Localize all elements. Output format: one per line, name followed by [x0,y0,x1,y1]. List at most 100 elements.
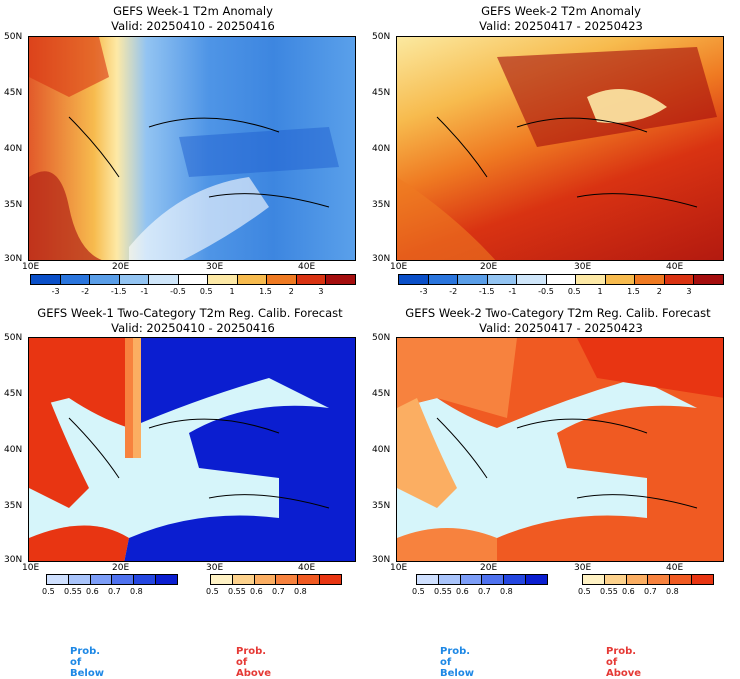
colorbar-tick-label: 0.8 [130,587,143,596]
colorbar-swatch [583,575,605,584]
colorbar-tick-label: 0.5 [199,287,213,296]
lon-label: 40E [666,262,684,272]
colorbar-swatch [648,575,671,584]
colorbar-swatch [482,575,505,584]
colorbar-swatch [90,275,120,284]
map-overlay [29,338,355,561]
colorbar-tick-label: -2 [81,287,90,296]
panel-valid-date: Valid: 20250410 - 20250416 [111,321,275,335]
lat-label: 40N [372,445,391,455]
below-colorbar [416,574,548,585]
lat-label: 35N [4,501,23,511]
colorbar-tick-label: 0.55 [228,587,246,596]
colorbar-tick-label: -1 [508,287,517,296]
colorbar-tick-label: 0.7 [108,587,121,596]
colorbar-tick-label: 0.5 [578,587,591,596]
colorbar-tick-label: 0.8 [500,587,513,596]
colorbar-swatch [112,575,135,584]
lon-label: 30E [206,262,224,272]
lon-label: 40E [298,262,316,272]
colorbar-swatch [694,275,724,284]
anomaly-map [28,36,356,261]
panel-title: GEFS Week-2 T2m Anomaly [481,4,641,18]
colorbar-tick-label: 0.8 [294,587,307,596]
anomaly-colorbar [30,274,356,285]
colorbar-tick-label: -2 [449,287,458,296]
colorbar-swatch [635,275,665,284]
colorbar-swatch [692,575,713,584]
probability-map [28,337,356,562]
lat-label: 45N [4,389,23,399]
lat-label: 35N [4,200,23,210]
colorbar-swatch [60,275,91,284]
lon-label: 30E [574,262,592,272]
lon-label: 40E [298,563,316,573]
map-overlay [397,338,723,561]
colorbar-tick-label: 0.55 [64,587,82,596]
colorbar-tick-label: 0.5 [206,587,219,596]
lat-label: 50N [4,333,23,343]
lat-label: 35N [372,501,391,511]
colorbar-tick-label: -3 [419,287,428,296]
lon-label: 40E [666,563,684,573]
colorbar-swatch [211,575,233,584]
colorbar-swatch [526,575,547,584]
lat-label: 30N [4,254,23,264]
lat-label: 50N [4,32,23,42]
colorbar-swatch [460,575,483,584]
below-colorbar [46,574,178,585]
colorbar-swatch [487,275,518,284]
colorbar-swatch [254,575,277,584]
colorbar-swatch [604,575,627,584]
panel-title: GEFS Week-1 T2m Anomaly [113,4,273,18]
colorbar-tick-label: 0.6 [250,587,263,596]
colorbar-swatch [134,575,157,584]
colorbar-tick-label: 0.5 [412,587,425,596]
lat-label: 45N [372,88,391,98]
lon-label: 10E [390,262,408,272]
colorbar-tick-label: 2 [656,287,662,296]
colorbar-tick-label: 0.6 [456,587,469,596]
above-colorbar [582,574,714,585]
lon-label: 30E [206,563,224,573]
prob-above-label: Prob. of Above [606,646,642,679]
anomaly-map [396,36,724,261]
colorbar-tick-label: -3 [51,287,60,296]
colorbar-tick-label: 0.6 [622,587,635,596]
colorbar-swatch [208,275,238,284]
colorbar-swatch [68,575,91,584]
lat-label: 45N [372,389,391,399]
map-overlay [29,37,339,260]
panel-valid-date: Valid: 20250410 - 20250416 [111,19,275,33]
colorbar-swatch [276,575,299,584]
colorbar-swatch [458,275,488,284]
lon-label: 10E [22,262,40,272]
colorbar-swatch [517,275,547,284]
lat-label: 35N [372,200,391,210]
colorbar-swatch [664,275,695,284]
lat-label: 40N [4,144,23,154]
lat-label: 30N [372,254,391,264]
colorbar-tick-label: 0.8 [666,587,679,596]
colorbar-tick-label: 0.55 [600,587,618,596]
colorbar-swatch [90,575,113,584]
colorbar-swatch [399,275,429,284]
colorbar-swatch [267,275,297,284]
colorbar-swatch [232,575,255,584]
panel-valid-date: Valid: 20250417 - 20250423 [479,321,643,335]
lon-label: 30E [574,563,592,573]
colorbar-swatch [320,575,341,584]
colorbar-tick-label: -0.5 [538,287,554,296]
colorbar-tick-label: 0.5 [42,587,55,596]
lat-label: 45N [4,88,23,98]
colorbar-swatch [237,275,268,284]
colorbar-swatch [178,275,209,284]
colorbar-tick-label: 0.6 [86,587,99,596]
panel-title: GEFS Week-1 Two-Category T2m Reg. Calib.… [37,306,343,320]
colorbar-tick-label: 1.5 [627,287,640,296]
lon-label: 10E [390,563,408,573]
colorbar-tick-label: 2 [288,287,294,296]
colorbar-tick-label: 0.7 [272,587,285,596]
lon-label: 20E [112,262,130,272]
colorbar-swatch [31,275,61,284]
